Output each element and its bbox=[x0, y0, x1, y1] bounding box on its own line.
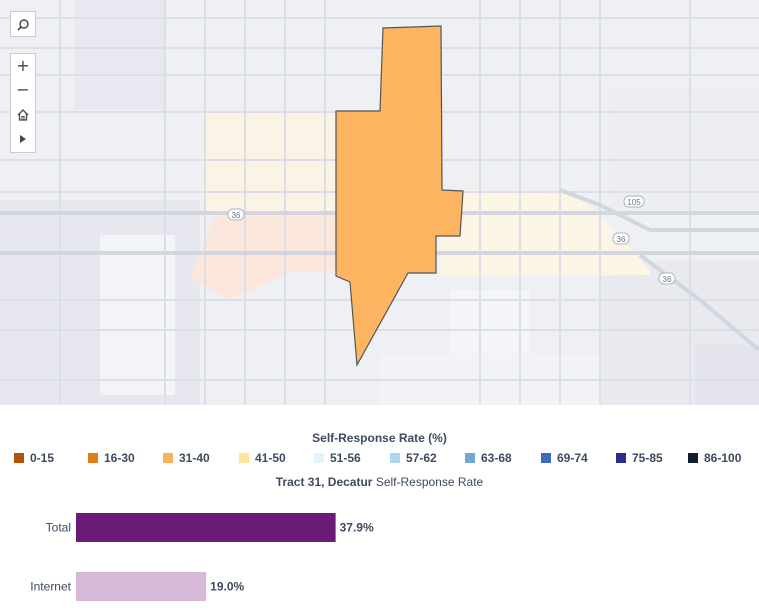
value-label: 19.0% bbox=[210, 580, 244, 594]
route-shield-label: 36 bbox=[663, 275, 672, 284]
legend-item: 57-62 bbox=[390, 451, 437, 465]
legend-item: 41-50 bbox=[239, 451, 286, 465]
value-label: 37.9% bbox=[340, 521, 374, 535]
legend-swatch bbox=[88, 453, 98, 463]
legend-label: 75-85 bbox=[632, 451, 663, 465]
search-icon bbox=[17, 18, 29, 31]
legend-swatch bbox=[465, 453, 475, 463]
chart-title-tract: Tract 31, Decatur bbox=[275, 475, 373, 489]
legend-item: 31-40 bbox=[163, 451, 210, 465]
legend-swatch bbox=[688, 453, 698, 463]
legend-title: Self-Response Rate (%) bbox=[312, 431, 447, 445]
bar[interactable] bbox=[76, 572, 207, 601]
legend-swatch bbox=[541, 453, 551, 463]
legend-item: 51-56 bbox=[314, 451, 361, 465]
legend-swatch bbox=[314, 453, 324, 463]
map[interactable]: 36 36 36 105 bbox=[0, 0, 759, 405]
zoom-in-button[interactable]: + bbox=[11, 54, 35, 78]
home-icon bbox=[17, 108, 29, 121]
chart-title-suffix: Self-Response Rate bbox=[372, 475, 484, 489]
chart-title: Tract 31, Decatur Self-Response Rate bbox=[0, 475, 759, 489]
search-button[interactable] bbox=[11, 12, 35, 36]
home-button[interactable] bbox=[11, 102, 35, 126]
zoom-controls: + − bbox=[10, 53, 36, 153]
bar-chart: Total 37.9% Internet 19.0% bbox=[30, 513, 374, 601]
legend: 0-15 16-30 31-40 41-50 51-56 57-62 63-68… bbox=[14, 451, 754, 467]
category-label: Total bbox=[46, 521, 71, 535]
legend-label: 69-74 bbox=[557, 451, 588, 465]
bar[interactable] bbox=[76, 513, 336, 542]
legend-item: 75-85 bbox=[616, 451, 663, 465]
route-shield-label: 36 bbox=[232, 211, 241, 220]
legend-item: 16-30 bbox=[88, 451, 135, 465]
legend-swatch bbox=[616, 453, 626, 463]
route-36-shield-east: 36 bbox=[658, 272, 676, 285]
route-shield-label: 105 bbox=[627, 198, 641, 207]
minus-icon: − bbox=[16, 80, 30, 99]
legend-swatch bbox=[163, 453, 173, 463]
plus-icon: + bbox=[16, 56, 30, 75]
legend-label: 63-68 bbox=[481, 451, 512, 465]
legend-label: 41-50 bbox=[255, 451, 286, 465]
legend-item: 86-100 bbox=[688, 451, 741, 465]
tract-31-polygon[interactable] bbox=[335, 25, 464, 368]
play-icon bbox=[20, 134, 26, 143]
legend-item: 69-74 bbox=[541, 451, 588, 465]
legend-item: 0-15 bbox=[14, 451, 54, 465]
zoom-out-button[interactable]: − bbox=[11, 78, 35, 102]
route-36-shield-center: 36 bbox=[612, 232, 630, 245]
legend-label: 51-56 bbox=[330, 451, 361, 465]
route-36-shield-west: 36 bbox=[227, 208, 245, 221]
legend-item: 63-68 bbox=[465, 451, 512, 465]
route-105-shield: 105 bbox=[623, 195, 645, 208]
search-control bbox=[10, 11, 36, 37]
legend-swatch bbox=[239, 453, 249, 463]
legend-label: 57-62 bbox=[406, 451, 437, 465]
legend-label: 0-15 bbox=[30, 451, 55, 465]
legend-label: 31-40 bbox=[179, 451, 210, 465]
legend-label: 86-100 bbox=[704, 451, 742, 465]
category-label: Internet bbox=[30, 580, 71, 594]
legend-label: 16-30 bbox=[104, 451, 135, 465]
route-shield-label: 36 bbox=[617, 235, 626, 244]
legend-swatch bbox=[390, 453, 400, 463]
play-button[interactable] bbox=[11, 126, 35, 150]
legend-swatch bbox=[14, 453, 24, 463]
